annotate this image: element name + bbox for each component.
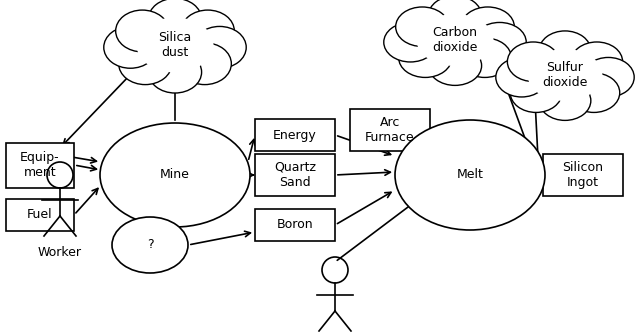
Text: Fuel: Fuel bbox=[27, 208, 53, 221]
FancyBboxPatch shape bbox=[350, 109, 430, 151]
Text: Worker: Worker bbox=[38, 246, 82, 259]
FancyBboxPatch shape bbox=[6, 142, 74, 188]
Text: Silica
dust: Silica dust bbox=[158, 31, 192, 59]
Ellipse shape bbox=[149, 0, 202, 40]
FancyBboxPatch shape bbox=[543, 154, 623, 196]
Text: Equip-
ment: Equip- ment bbox=[20, 151, 60, 179]
FancyBboxPatch shape bbox=[255, 154, 335, 196]
Text: Arc
Furnace: Arc Furnace bbox=[365, 116, 415, 144]
Ellipse shape bbox=[528, 49, 603, 101]
Ellipse shape bbox=[100, 123, 250, 227]
Text: ?: ? bbox=[147, 238, 153, 252]
Ellipse shape bbox=[193, 27, 246, 68]
FancyBboxPatch shape bbox=[255, 209, 335, 241]
Ellipse shape bbox=[510, 73, 562, 113]
Text: Carbon
dioxide: Carbon dioxide bbox=[432, 26, 478, 54]
Text: Quartz
Sand: Quartz Sand bbox=[274, 161, 316, 189]
FancyBboxPatch shape bbox=[255, 119, 335, 151]
Ellipse shape bbox=[571, 42, 622, 81]
Ellipse shape bbox=[428, 46, 481, 85]
Ellipse shape bbox=[181, 10, 235, 52]
Text: Silicon
Ingot: Silicon Ingot bbox=[563, 161, 603, 189]
Ellipse shape bbox=[384, 23, 437, 62]
Ellipse shape bbox=[115, 10, 169, 52]
Ellipse shape bbox=[112, 217, 188, 273]
Text: Mine: Mine bbox=[160, 169, 190, 182]
Ellipse shape bbox=[399, 38, 452, 77]
FancyBboxPatch shape bbox=[6, 199, 74, 231]
Ellipse shape bbox=[104, 27, 157, 68]
Ellipse shape bbox=[395, 120, 545, 230]
Ellipse shape bbox=[539, 31, 591, 70]
Ellipse shape bbox=[583, 57, 634, 97]
Ellipse shape bbox=[539, 81, 591, 121]
Ellipse shape bbox=[149, 51, 202, 93]
Text: Boron: Boron bbox=[277, 218, 313, 231]
Ellipse shape bbox=[473, 23, 526, 62]
Text: Melt: Melt bbox=[456, 169, 483, 182]
Ellipse shape bbox=[428, 0, 481, 36]
Ellipse shape bbox=[508, 42, 559, 81]
Ellipse shape bbox=[458, 38, 512, 77]
Ellipse shape bbox=[417, 14, 494, 66]
Ellipse shape bbox=[178, 43, 231, 85]
Ellipse shape bbox=[119, 43, 172, 85]
Ellipse shape bbox=[395, 7, 449, 46]
Ellipse shape bbox=[137, 18, 213, 72]
Text: Sulfur
dioxide: Sulfur dioxide bbox=[542, 61, 588, 89]
Ellipse shape bbox=[495, 57, 547, 97]
Text: Energy: Energy bbox=[273, 128, 317, 141]
Ellipse shape bbox=[461, 7, 514, 46]
Ellipse shape bbox=[568, 73, 620, 113]
